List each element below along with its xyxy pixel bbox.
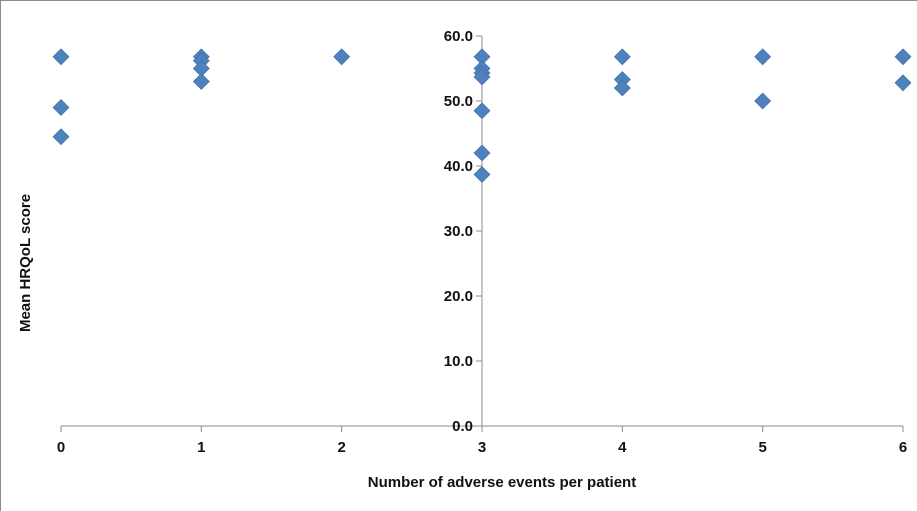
data-points bbox=[52, 48, 912, 183]
data-point-diamond bbox=[333, 48, 351, 66]
y-axis-title: Mean HRQoL score bbox=[17, 194, 34, 332]
y-tick-label: 10.0 bbox=[444, 353, 473, 370]
data-point-diamond bbox=[52, 48, 70, 66]
y-tick-label: 50.0 bbox=[444, 93, 473, 110]
data-point-diamond bbox=[613, 48, 631, 66]
data-point-diamond bbox=[754, 92, 772, 110]
y-tick-label: 0.0 bbox=[452, 418, 473, 435]
x-tick-label: 0 bbox=[57, 439, 65, 456]
x-tick-label: 5 bbox=[758, 439, 766, 456]
x-tick-label: 4 bbox=[618, 439, 627, 456]
x-tick-label: 2 bbox=[337, 439, 345, 456]
y-tick-label: 30.0 bbox=[444, 223, 473, 240]
data-point-diamond bbox=[473, 166, 491, 183]
data-point-diamond bbox=[192, 73, 210, 90]
x-axis-title: Number of adverse events per patient bbox=[368, 474, 636, 491]
y-tick-label: 60.0 bbox=[444, 28, 473, 45]
data-point-diamond bbox=[754, 48, 772, 66]
data-point-diamond bbox=[473, 144, 491, 162]
tick-labels: 0 1 2 3 4 5 60.010.020.030.040.050.060.0 bbox=[57, 28, 907, 456]
data-point-diamond bbox=[473, 102, 491, 120]
data-point-diamond bbox=[52, 128, 70, 146]
data-point-diamond bbox=[473, 68, 491, 86]
data-point-diamond bbox=[613, 79, 631, 97]
x-tick-label: 3 bbox=[478, 439, 486, 456]
data-point-diamond bbox=[894, 48, 912, 66]
data-point-diamond bbox=[52, 99, 70, 116]
tick-marks bbox=[60, 35, 904, 432]
y-tick-label: 40.0 bbox=[444, 158, 473, 175]
x-tick-label: 6 bbox=[899, 439, 907, 456]
y-tick-label: 20.0 bbox=[444, 288, 473, 305]
data-point-diamond bbox=[894, 74, 912, 92]
x-tick-label: 1 bbox=[197, 439, 205, 456]
